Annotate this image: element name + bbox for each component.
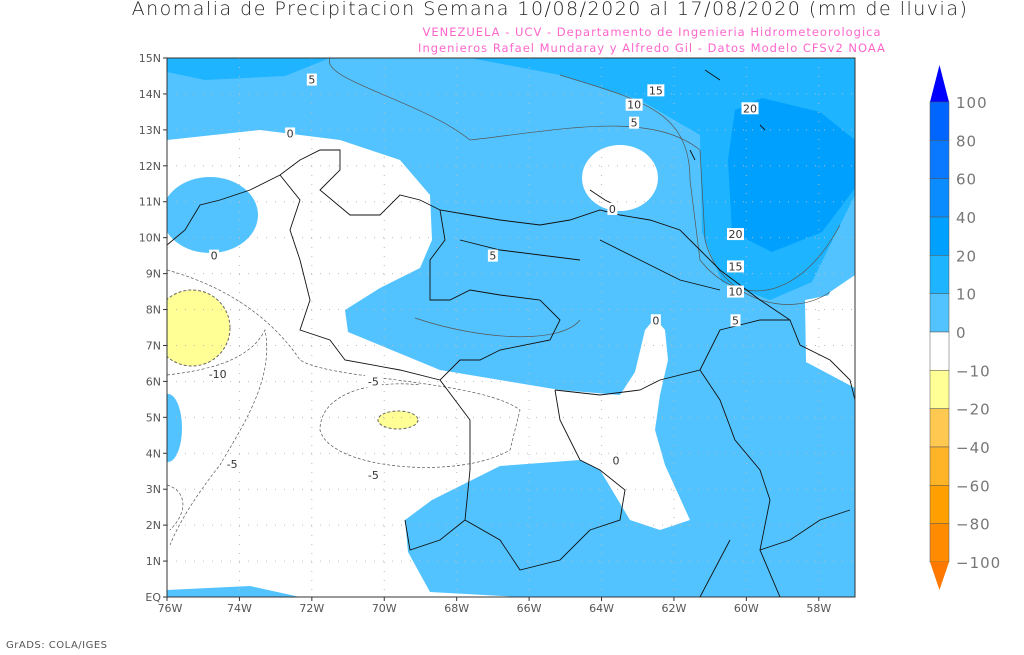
- colorbar-swatch: [929, 485, 950, 524]
- colorbar-label: 40: [956, 209, 977, 227]
- colorbar-label: −40: [956, 439, 991, 457]
- contour-lines: [167, 58, 841, 546]
- colorbar-label: 10: [956, 286, 977, 304]
- x-tick-label: 72W: [299, 602, 324, 615]
- anomaly-20-40-region: [728, 98, 855, 252]
- contour-label: 5: [631, 117, 638, 130]
- anomaly-0-10-region: [167, 58, 855, 597]
- colorbar-swatch: [929, 331, 950, 371]
- colorbar-label: −60: [956, 477, 991, 495]
- colorbar-label: 80: [956, 132, 977, 150]
- colorbar-swatch: [929, 101, 950, 141]
- contour-label: 10: [729, 286, 743, 299]
- contour-label: 0: [609, 203, 616, 216]
- colorbar-label: 20: [956, 247, 977, 265]
- y-tick-label: 15N: [139, 52, 161, 65]
- y-tick-label: 6N: [146, 375, 161, 388]
- contour-label: 15: [729, 260, 743, 273]
- footer-credit: GrADS: COLA/IGES: [6, 640, 108, 651]
- contour-label: 20: [743, 102, 757, 115]
- y-tick-label: 5N: [146, 411, 161, 424]
- contour-label: 20: [729, 228, 743, 241]
- x-tick-label: 64W: [589, 602, 614, 615]
- colorbar-swatch: [929, 446, 950, 486]
- contour-label: 0: [211, 250, 218, 263]
- colorbar-label: −20: [956, 401, 991, 419]
- contour-label: 5: [489, 250, 496, 263]
- map-axes: 76W 74W 72W 70W 68W 66W 64W 62W 60W 58W EQ 1N 2N 3N 4N…: [139, 52, 832, 615]
- colorbar-label: −80: [956, 516, 991, 534]
- contour-label: -5: [368, 469, 379, 482]
- anomaly-region-west: [167, 177, 258, 253]
- colorbar-label: −100: [956, 554, 1001, 572]
- contour-label: 5: [308, 74, 315, 87]
- colorbar-label: 100: [956, 94, 988, 112]
- x-tick-label: 66W: [517, 602, 542, 615]
- colorbar-label: −10: [956, 362, 991, 380]
- contour-label: 0: [613, 454, 620, 467]
- colorbar-swatch: [929, 523, 950, 563]
- y-tick-label: 2N: [146, 519, 161, 532]
- colorbar-top-arrow: [930, 65, 949, 102]
- x-tick-label: 58W: [806, 602, 831, 615]
- y-tick-label: 13N: [139, 124, 161, 137]
- contour-label: 0: [652, 314, 659, 327]
- y-tick-label: 3N: [146, 483, 161, 496]
- colorbar-swatch: [929, 216, 950, 256]
- x-tick-label: 60W: [734, 602, 759, 615]
- dry-area-caribbean: [582, 145, 658, 211]
- colorbar-label: 0: [956, 324, 967, 342]
- map-frame: [166, 57, 856, 598]
- anomaly-neg10-20-west: [167, 289, 231, 367]
- y-tick-label: EQ: [145, 591, 161, 604]
- contour-label: 0: [287, 127, 294, 140]
- colorbar-swatch: [929, 140, 950, 179]
- y-tick-label: 10N: [139, 232, 161, 245]
- colorbar-swatch: [929, 178, 950, 218]
- y-tick-label: 4N: [146, 447, 161, 460]
- x-tick-label: 76W: [158, 602, 183, 615]
- x-tick-label: 70W: [372, 602, 397, 615]
- contour-label: -5: [227, 458, 238, 471]
- colorbar-swatch: [929, 255, 950, 294]
- anomaly-neg10-20-center: [377, 410, 419, 430]
- y-tick-label: 14N: [139, 88, 161, 101]
- y-tick-label: 1N: [146, 555, 161, 568]
- x-tick-label: 68W: [444, 602, 469, 615]
- y-tick-label: 7N: [146, 339, 161, 352]
- contour-label: -5: [368, 375, 379, 388]
- colorbar-label: 60: [956, 171, 977, 189]
- contour-label: 10: [627, 99, 641, 112]
- contour-label: 5: [732, 314, 739, 327]
- subtitle-institution: VENEZUELA - UCV - Departamento de Ingeni…: [422, 25, 882, 39]
- y-tick-label: 9N: [146, 268, 161, 281]
- y-tick-label: 12N: [139, 160, 161, 173]
- x-tick-label: 74W: [227, 602, 252, 615]
- colorbar-bottom-arrow: [930, 562, 949, 590]
- contour-label-layer: 5 0 15 10 5 20 0 20 15 10 5 0 5 0 -10 -5 -5 -5 0: [205, 73, 759, 482]
- colorbar-swatch: [929, 408, 950, 448]
- contour-label: -10: [209, 368, 227, 381]
- contour-label: 15: [649, 84, 663, 97]
- colorbar-swatch: [929, 293, 950, 333]
- subtitle-authors: Ingenieros Rafael Mundaray y Alfredo Gil…: [418, 41, 886, 55]
- map-fill: 5 0 15 10 5 20 0 20 15 10 5 0 5 0 -10 -5 -5 -5 0: [167, 58, 855, 597]
- y-tick-label: 8N: [146, 304, 161, 317]
- colorbar-swatch: [929, 370, 950, 409]
- map-title: Anomalia de Precipitacion Semana 10/08/2…: [131, 0, 969, 20]
- y-tick-label: 11N: [139, 196, 161, 209]
- x-tick-label: 62W: [662, 602, 687, 615]
